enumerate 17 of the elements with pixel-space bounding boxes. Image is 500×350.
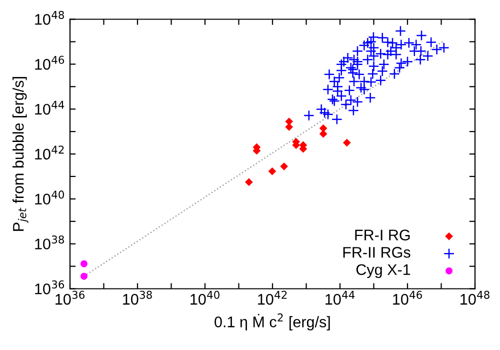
legend-label: FR-II RGs xyxy=(343,246,410,258)
y-tick-label: 10$^{38}$ xyxy=(35,235,64,250)
x-tick-label: 10$^{42}$ xyxy=(258,290,287,305)
y-tick-label: 10$^{42}$ xyxy=(35,146,64,160)
x-tick-label: 10$^{44}$ xyxy=(326,290,355,305)
y-tick-label: 10$^{46}$ xyxy=(35,56,64,70)
y-axis-title: P$_{jet}$ from bubble [erg/s] xyxy=(12,77,28,231)
legend-label: FR-I RG xyxy=(355,230,410,240)
x-tick-label: 10$^{38}$ xyxy=(123,290,152,305)
y-tick-label: 10$^{44}$ xyxy=(35,100,64,115)
y-tick-label: 10$^{40}$ xyxy=(35,190,64,204)
x-tick-label: 10$^{40}$ xyxy=(190,290,220,305)
y-tick-label: 10$^{48}$ xyxy=(35,10,64,25)
x-axis-title: 0.1 η Ṁ c$^{2}$ [erg/s] xyxy=(214,313,330,330)
x-tick-label: 10$^{46}$ xyxy=(393,290,422,305)
x-tick-label: 10$^{48}$ xyxy=(460,290,490,305)
legend-label: Cyg X-1 xyxy=(356,264,410,278)
